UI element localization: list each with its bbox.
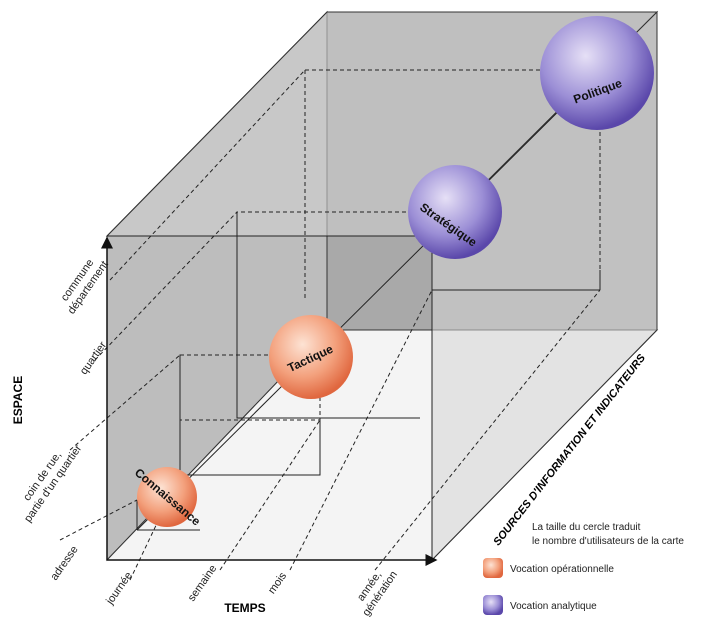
axis-label: journée [104, 570, 135, 608]
axis-label: quartier [78, 339, 109, 377]
legend: La taille du cercle traduit le nombre d'u… [483, 522, 684, 615]
legend-swatch [483, 595, 503, 615]
legend-swatch [483, 558, 503, 578]
axis-label: coin de rue,partie d'un quartier [11, 435, 84, 524]
axis-label: semaine [186, 563, 220, 604]
axis-label: communedépartement [55, 252, 111, 317]
steps [59, 69, 601, 581]
sphere [269, 315, 353, 399]
sphere [408, 165, 502, 259]
axis-title: TEMPS [224, 601, 265, 615]
legend-label: Vocation opérationnelle [510, 564, 614, 575]
sphere [137, 467, 197, 527]
axis-label: adresse [48, 544, 80, 583]
sphere [540, 16, 654, 130]
spheres: Connaissance Tactique Stratégique Politi… [132, 16, 654, 529]
legend-label: Vocation analytique [510, 601, 597, 612]
axis-label: année,génération [350, 562, 400, 618]
axis-label: mois [266, 570, 289, 596]
legend-note: La taille du cercle traduit le nombre d'u… [532, 522, 684, 547]
axis-title: ESPACE [11, 376, 25, 424]
